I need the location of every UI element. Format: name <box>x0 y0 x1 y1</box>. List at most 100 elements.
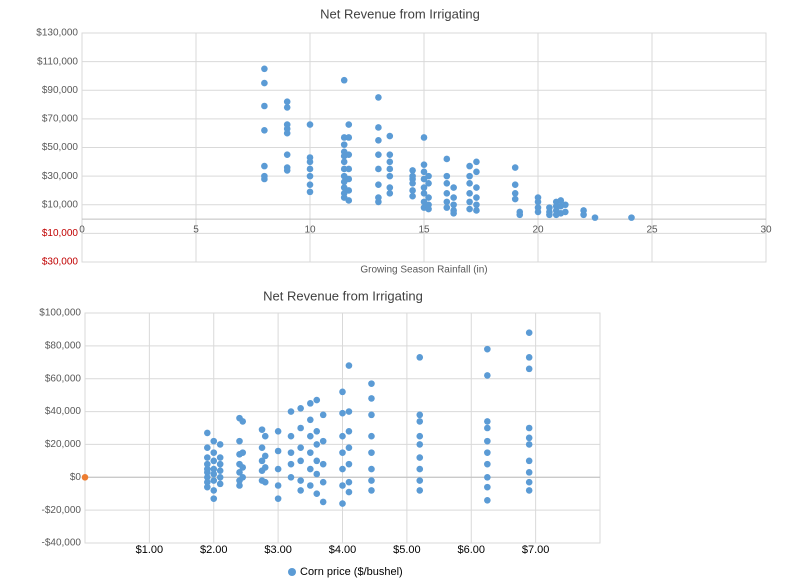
data-point <box>340 165 348 173</box>
data-point <box>525 354 533 361</box>
x-tick-label: $3.00 <box>264 544 292 556</box>
data-point <box>368 465 375 473</box>
data-point <box>484 345 491 353</box>
data-point <box>210 470 218 478</box>
x-tick-label: 15 <box>418 225 430 236</box>
data-point <box>345 197 353 204</box>
data-point <box>416 441 424 448</box>
y-tick-label: $60,000 <box>45 373 82 384</box>
data-point <box>368 411 375 419</box>
data-point <box>375 181 382 189</box>
chart-title: Net Revenue from Irrigating <box>320 6 480 21</box>
data-point <box>409 179 416 187</box>
chart-title: Net Revenue from Irrigating <box>263 288 423 303</box>
data-point <box>525 365 533 373</box>
data-point <box>484 449 491 456</box>
data-point <box>466 198 473 206</box>
data-point <box>443 155 451 163</box>
x-tick-label: $5.00 <box>393 544 421 556</box>
data-point <box>339 432 346 440</box>
data-point <box>525 329 533 337</box>
data-point <box>307 400 314 407</box>
data-point <box>511 190 519 197</box>
data-point <box>420 161 428 168</box>
data-point <box>484 483 491 491</box>
data-point <box>546 211 553 219</box>
data-point <box>416 454 424 461</box>
y-tick-label: $100,000 <box>39 308 81 319</box>
data-point <box>204 454 211 461</box>
data-point <box>525 469 533 476</box>
data-point <box>368 487 375 494</box>
data-point <box>375 165 382 173</box>
x-tick-label: 5 <box>193 225 199 236</box>
data-point <box>239 449 247 456</box>
data-point <box>368 477 375 484</box>
y-tick-label: $10,000 <box>42 228 79 239</box>
data-point <box>420 168 428 176</box>
data-point <box>307 449 314 456</box>
data-point <box>319 460 327 468</box>
y-tick-label: $30,000 <box>42 171 79 182</box>
data-point <box>375 94 382 101</box>
data-point <box>345 362 353 369</box>
data-point <box>466 162 473 170</box>
data-point <box>345 460 353 468</box>
data-point <box>473 168 480 176</box>
y-tick-label: $130,000 <box>36 28 78 39</box>
y-tick-label: $50,000 <box>42 142 79 153</box>
data-point <box>386 165 394 173</box>
data-point <box>261 464 269 471</box>
data-point <box>628 214 635 221</box>
data-point <box>345 121 353 128</box>
data-point <box>339 388 346 396</box>
data-point <box>425 205 432 213</box>
data-point <box>443 172 451 180</box>
data-point <box>534 208 542 216</box>
data-point <box>239 464 247 471</box>
data-point <box>297 477 304 484</box>
x-tick-label: $6.00 <box>457 544 485 556</box>
data-point <box>283 151 291 158</box>
data-point <box>307 482 314 489</box>
data-point <box>525 478 533 486</box>
data-point <box>313 470 321 478</box>
data-point <box>210 495 218 502</box>
data-point <box>416 354 424 361</box>
data-point <box>306 121 314 128</box>
y-tick-label: -$20,000 <box>42 505 82 516</box>
y-tick-label: $70,000 <box>42 114 79 125</box>
data-point <box>484 418 491 425</box>
data-point <box>81 473 89 481</box>
data-point <box>416 487 424 494</box>
y-tick-label: $30,000 <box>42 257 79 268</box>
data-point <box>416 465 424 473</box>
y-tick-label: $40,000 <box>45 406 82 417</box>
data-point <box>450 210 457 217</box>
data-point <box>375 124 382 131</box>
data-point <box>511 164 519 171</box>
data-point <box>386 132 394 140</box>
data-point <box>591 214 599 221</box>
data-point <box>443 198 451 206</box>
data-point <box>386 158 394 166</box>
data-point <box>204 444 211 452</box>
data-point <box>345 488 353 496</box>
y-tick-label: $0 <box>70 472 82 483</box>
data-point <box>416 432 424 440</box>
data-point <box>340 158 348 166</box>
data-point <box>307 465 314 473</box>
data-point <box>340 134 348 141</box>
data-point <box>258 457 266 465</box>
data-point <box>261 65 268 73</box>
data-point <box>525 457 533 465</box>
data-point <box>274 465 282 473</box>
data-point <box>473 201 480 209</box>
x-tick-label: 0 <box>79 225 85 236</box>
data-point <box>236 482 243 489</box>
data-point <box>274 427 282 435</box>
data-point <box>204 473 211 481</box>
data-point <box>297 404 304 412</box>
data-point <box>216 480 224 488</box>
data-point <box>466 172 473 180</box>
